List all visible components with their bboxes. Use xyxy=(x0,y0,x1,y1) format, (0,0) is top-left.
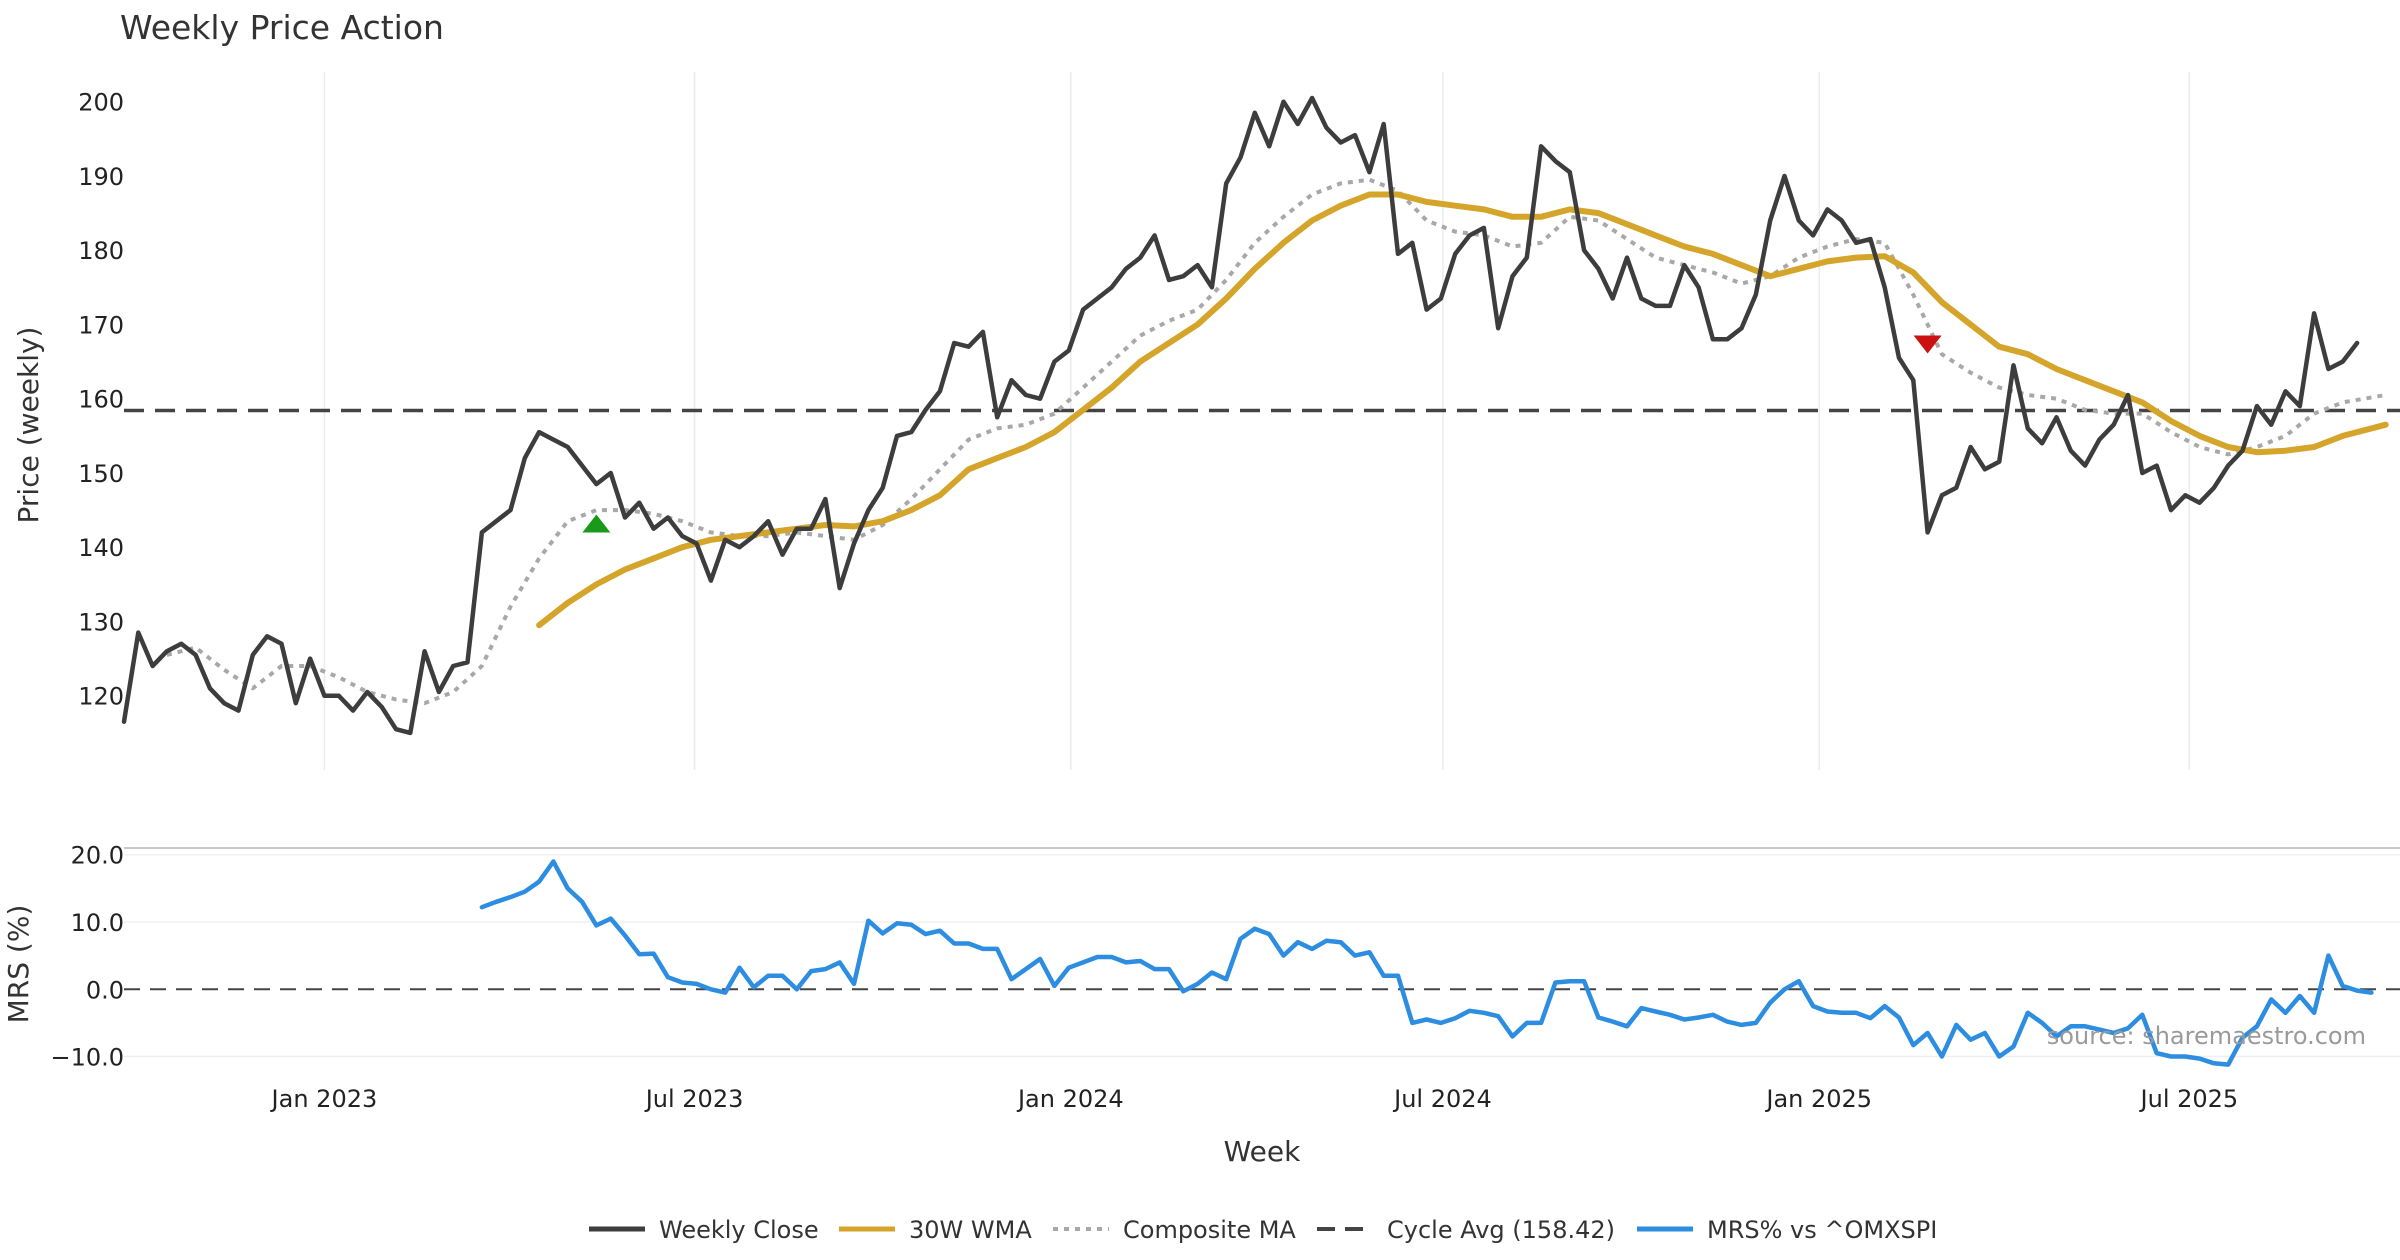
sell-signal-marker xyxy=(1913,335,1942,354)
price-y-tick-label: 170 xyxy=(78,311,124,339)
buy-signal-marker xyxy=(582,514,611,533)
price-series xyxy=(121,95,2400,736)
legend-item-30w-wma: 30W WMA xyxy=(839,1216,1032,1244)
legend-item-composite-ma: Composite MA xyxy=(1053,1216,1296,1244)
price-y-tick-label: 200 xyxy=(78,89,124,117)
mrs-y-ticks: 20.0 10.0 0.0 −10.0 xyxy=(50,842,124,1072)
legend: Weekly Close 30W WMA Composite MA Cycle Avg… xyxy=(589,1216,1937,1244)
mrs-y-tick-label: 20.0 xyxy=(71,842,124,870)
weekly-close-line xyxy=(121,95,2360,736)
x-tick-label: Jan 2024 xyxy=(1016,1085,1124,1113)
mrs-y-tick-label: −10.0 xyxy=(50,1044,124,1072)
price-y-tick-label: 120 xyxy=(78,683,124,711)
legend-label: Composite MA xyxy=(1123,1216,1296,1244)
mrs-line xyxy=(479,859,2374,1067)
x-tick-label: Jul 2024 xyxy=(1392,1085,1492,1113)
mrs-panel: 20.0 10.0 0.0 −10.0 MRS (%) source: sharema… xyxy=(2,842,2400,1072)
price-y-tick-label: 140 xyxy=(78,534,124,562)
legend-item-mrs-vs-omxspi: MRS% vs ^OMXSPI xyxy=(1637,1216,1937,1244)
price-y-ticks: 120 130 140 150 160 170 180 190 200 xyxy=(78,89,124,711)
composite-ma-line xyxy=(166,177,2387,706)
mrs-grid xyxy=(124,847,2400,1058)
legend-label: MRS% vs ^OMXSPI xyxy=(1707,1216,1937,1244)
price-y-tick-label: 160 xyxy=(78,386,124,414)
price-y-tick-label: 180 xyxy=(78,237,124,265)
price-grid xyxy=(323,72,2191,770)
price-y-tick-label: 130 xyxy=(78,608,124,636)
x-tick-label: Jan 2023 xyxy=(270,1085,378,1113)
price-y-tick-label: 150 xyxy=(78,460,124,488)
legend-label: 30W WMA xyxy=(909,1216,1032,1244)
mrs-y-tick-label: 10.0 xyxy=(71,909,124,937)
x-axis-label: Week xyxy=(1224,1135,1301,1168)
x-tick-label: Jul 2023 xyxy=(644,1085,744,1113)
price-y-tick-label: 190 xyxy=(78,163,124,191)
x-axis-ticks: Jan 2023 Jul 2023 Jan 2024 Jul 2024 Jan 2025… xyxy=(270,1085,2239,1113)
30w-wma-line xyxy=(536,191,2389,629)
source-watermark: source: sharemaestro.com xyxy=(2047,1022,2366,1050)
x-tick-label: Jul 2025 xyxy=(2139,1085,2239,1113)
legend-item-weekly-close: Weekly Close xyxy=(589,1216,819,1244)
signal-markers xyxy=(582,335,1942,533)
mrs-series xyxy=(124,859,2400,1067)
chart-title: Weekly Price Action xyxy=(120,8,444,47)
legend-item-cycle-avg-158-42: Cycle Avg (158.42) xyxy=(1317,1216,1615,1244)
mrs-y-tick-label: 0.0 xyxy=(86,976,124,1004)
mrs-y-axis-label: MRS (%) xyxy=(2,905,35,1024)
price-y-axis-label: Price (weekly) xyxy=(12,327,45,524)
x-tick-label: Jan 2025 xyxy=(1764,1085,1872,1113)
legend-label: Cycle Avg (158.42) xyxy=(1387,1216,1615,1244)
price-panel: 120 130 140 150 160 170 180 190 200 Price (weekl… xyxy=(12,72,2400,770)
legend-label: Weekly Close xyxy=(659,1216,819,1244)
